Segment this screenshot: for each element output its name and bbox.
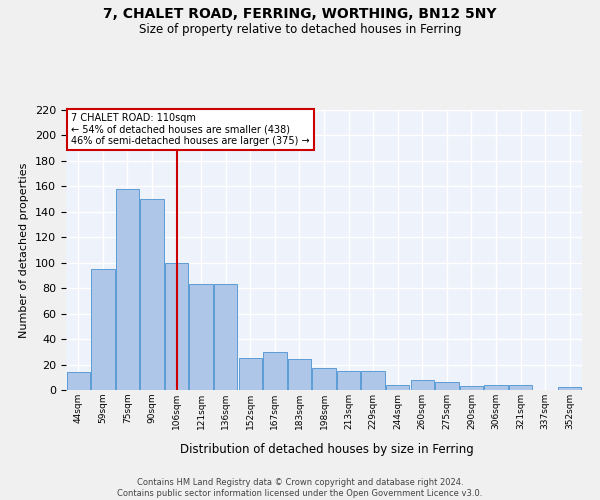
Bar [509,385,532,390]
Bar [460,386,483,390]
Text: Contains HM Land Registry data © Crown copyright and database right 2024.
Contai: Contains HM Land Registry data © Crown c… [118,478,482,498]
Bar [91,269,115,390]
Bar [484,385,508,390]
Text: 7, CHALET ROAD, FERRING, WORTHING, BN12 5NY: 7, CHALET ROAD, FERRING, WORTHING, BN12 … [103,8,497,22]
Bar [386,385,409,390]
Bar [361,371,385,390]
Bar [67,372,90,390]
Bar [116,189,139,390]
Bar [435,382,458,390]
Bar [558,388,581,390]
Bar [165,262,188,390]
Bar [313,368,335,390]
Bar [288,360,311,390]
Bar [239,358,262,390]
Bar [263,352,287,390]
Bar [410,380,434,390]
Y-axis label: Number of detached properties: Number of detached properties [19,162,29,338]
Bar [337,371,360,390]
Bar [140,199,164,390]
Text: 7 CHALET ROAD: 110sqm
← 54% of detached houses are smaller (438)
46% of semi-det: 7 CHALET ROAD: 110sqm ← 54% of detached … [71,113,310,146]
Bar [214,284,238,390]
Text: Size of property relative to detached houses in Ferring: Size of property relative to detached ho… [139,22,461,36]
Bar [190,284,213,390]
Text: Distribution of detached houses by size in Ferring: Distribution of detached houses by size … [180,442,474,456]
